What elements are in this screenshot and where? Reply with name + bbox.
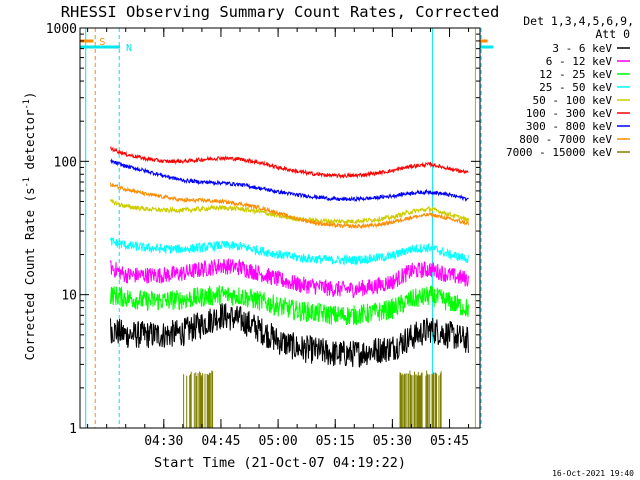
legend-label-7: 800 - 7000 keV <box>519 133 612 146</box>
legend-label-0: 3 - 6 keV <box>552 42 612 55</box>
x-tick-label-2: 05:00 <box>259 434 298 449</box>
y-tick-label-0: 1 <box>69 422 77 437</box>
chart-title: RHESSI Observing Summary Count Rates, Co… <box>61 3 500 21</box>
legend-label-1: 6 - 12 keV <box>546 55 613 68</box>
series-line-6 <box>110 158 469 203</box>
y-tick-label-1: 10 <box>61 289 77 304</box>
flag-label-S: S <box>99 37 105 48</box>
legend-label-5: 100 - 300 keV <box>526 107 612 120</box>
series-line-0 <box>110 303 469 368</box>
plot-area: SN <box>80 28 494 428</box>
legend-label-4: 50 - 100 keV <box>533 94 613 107</box>
series-line-3 <box>110 236 469 267</box>
activity-band-1 <box>399 370 442 428</box>
legend-label-3: 25 - 50 keV <box>539 81 612 94</box>
series-line-5 <box>110 145 469 180</box>
series-line-1 <box>110 258 469 299</box>
x-tick-label-0: 04:30 <box>144 434 183 449</box>
x-tick-label-4: 05:30 <box>373 434 412 449</box>
legend-header-line-1: Det 1,3,4,5,6,9, <box>523 14 634 28</box>
plot-frame <box>79 27 481 429</box>
series-line-2 <box>110 284 469 326</box>
legend-label-8: 7000 - 15000 keV <box>506 146 612 159</box>
legend-label-6: 300 - 800 keV <box>526 120 612 133</box>
x-tick-label-5: 05:45 <box>430 434 469 449</box>
series-line-7 <box>110 182 469 230</box>
y-tick-label-3: 1000 <box>46 22 77 37</box>
x-tick-label-1: 04:45 <box>201 434 240 449</box>
y-tick-label-2: 100 <box>54 155 77 170</box>
legend-header-line-2: Att 0 <box>595 27 630 41</box>
series-line-4 <box>110 198 469 226</box>
legend-label-2: 12 - 25 keV <box>539 68 612 81</box>
activity-band-0 <box>183 370 214 428</box>
x-tick-label-3: 05:15 <box>316 434 355 449</box>
axes: 1 10 100 1000 04:30 04:45 05:00 05:15 05:30 05:45 <box>46 22 480 449</box>
timestamp: 16-Oct-2021 19:40 <box>552 469 634 478</box>
y-axis-label: Corrected Count Rate (s-1 detector-1) <box>22 92 37 361</box>
x-axis-label: Start Time (21-Oct-07 04:19:22) <box>154 455 406 471</box>
flag-label-N: N <box>126 43 132 54</box>
